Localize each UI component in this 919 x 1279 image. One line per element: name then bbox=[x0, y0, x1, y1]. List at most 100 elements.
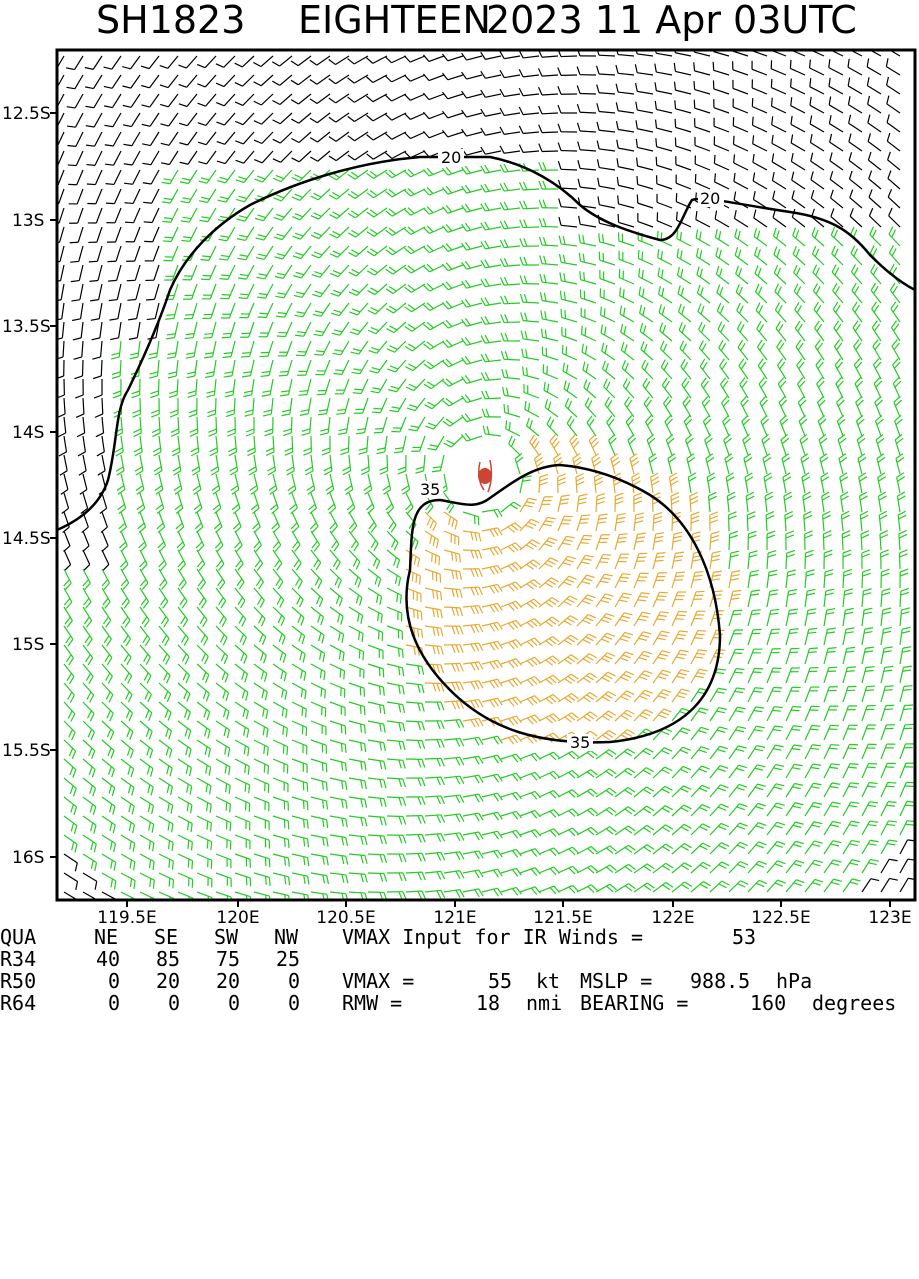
wind-barb bbox=[862, 859, 879, 873]
wind-barb bbox=[368, 797, 386, 807]
wind-barb bbox=[740, 378, 748, 398]
wind-barb bbox=[329, 94, 349, 103]
wind-barb bbox=[102, 588, 110, 608]
wind-barb bbox=[218, 189, 235, 202]
wind-barb bbox=[112, 360, 121, 378]
wind-barb bbox=[398, 455, 406, 474]
wind-barb bbox=[292, 873, 309, 885]
wind-barb bbox=[312, 284, 330, 297]
wind-barb bbox=[809, 41, 824, 56]
wind-barb bbox=[867, 40, 881, 56]
wind-barb bbox=[714, 118, 729, 132]
wind-barb bbox=[64, 607, 72, 627]
wind-barb bbox=[374, 417, 387, 433]
wind-barb bbox=[83, 835, 96, 852]
wind-barb bbox=[559, 236, 577, 246]
wind-barb bbox=[133, 417, 141, 437]
wind-barb bbox=[121, 664, 132, 684]
wind-barb bbox=[900, 569, 908, 588]
wind-barb bbox=[141, 75, 159, 88]
wind-barb bbox=[292, 550, 301, 570]
wind-barb bbox=[235, 550, 243, 570]
wind-barb bbox=[102, 835, 115, 852]
wind-barb bbox=[832, 246, 843, 265]
wind-barb bbox=[235, 113, 254, 125]
wind-barb bbox=[754, 228, 767, 246]
wind-barb bbox=[597, 159, 615, 170]
wind-barb bbox=[482, 641, 502, 650]
wind-barb bbox=[520, 619, 541, 628]
wind-barb bbox=[691, 611, 705, 626]
wind-barb bbox=[558, 674, 578, 683]
wind-barb bbox=[461, 414, 482, 422]
wind-barb bbox=[178, 854, 193, 869]
wind-barb bbox=[562, 345, 577, 360]
wind-barb bbox=[759, 378, 767, 398]
wind-barb bbox=[900, 588, 909, 607]
wind-barb bbox=[330, 569, 341, 588]
wind-barb bbox=[672, 882, 692, 892]
wind-barb bbox=[444, 738, 464, 746]
wind-barb bbox=[737, 321, 748, 341]
wind-barb bbox=[296, 341, 311, 356]
rmw-value: 18 bbox=[476, 992, 500, 1014]
wind-barb bbox=[854, 358, 862, 379]
wind-barb bbox=[833, 302, 843, 322]
wind-barb bbox=[425, 853, 445, 861]
wind-barb bbox=[618, 214, 634, 227]
wind-barb bbox=[387, 683, 404, 694]
wind-barb bbox=[862, 608, 872, 626]
wind-barb bbox=[406, 797, 425, 805]
cell-value: 85 bbox=[156, 948, 180, 970]
wind-barb bbox=[221, 303, 235, 318]
wind-barb bbox=[520, 276, 539, 284]
wind-barb bbox=[503, 387, 520, 398]
wind-barb bbox=[714, 136, 729, 151]
wind-barb bbox=[330, 721, 346, 734]
wind-barb bbox=[335, 379, 349, 394]
wind-barb bbox=[539, 810, 560, 818]
wind-barb bbox=[387, 645, 403, 658]
wind-barb bbox=[83, 683, 94, 703]
wind-barb bbox=[862, 725, 876, 740]
wind-barb bbox=[330, 626, 344, 643]
wind-barb bbox=[463, 569, 482, 577]
wind-barb bbox=[425, 815, 445, 823]
wind-barb bbox=[672, 572, 685, 588]
wind-barb bbox=[700, 359, 710, 379]
wind-barb bbox=[216, 588, 226, 608]
wind-barb bbox=[216, 740, 230, 757]
wind-barb bbox=[253, 56, 273, 67]
wind-barb bbox=[333, 360, 349, 374]
wind-barb bbox=[843, 550, 851, 569]
wind-barb bbox=[210, 436, 218, 456]
wind-barb bbox=[891, 302, 900, 322]
wind-barb bbox=[798, 396, 806, 417]
wind-barb bbox=[368, 512, 376, 532]
wind-barb bbox=[558, 635, 578, 645]
wind-barb bbox=[85, 56, 102, 69]
wind-barb bbox=[254, 873, 270, 886]
wind-barb bbox=[330, 664, 344, 679]
wind-barb bbox=[520, 677, 541, 686]
wind-barb bbox=[849, 115, 862, 132]
wind-barb bbox=[193, 474, 201, 494]
wind-barb bbox=[197, 721, 210, 739]
wind-barb bbox=[179, 113, 197, 126]
wind-barb bbox=[85, 75, 102, 89]
wind-barb bbox=[265, 417, 273, 436]
wind-barb bbox=[715, 229, 729, 246]
wind-barb bbox=[387, 854, 406, 862]
wind-barb bbox=[121, 645, 131, 665]
wind-barb bbox=[95, 398, 103, 417]
wind-barb bbox=[737, 303, 748, 322]
lon-label: 121.5E bbox=[533, 908, 592, 926]
wind-barb bbox=[729, 590, 741, 607]
wind-barb bbox=[273, 626, 285, 644]
wind-barb bbox=[748, 629, 762, 645]
wind-barb bbox=[444, 588, 462, 598]
wind-barb bbox=[519, 50, 539, 58]
wind-barb bbox=[119, 512, 127, 533]
lat-label: 14.5S bbox=[2, 529, 51, 549]
wind-barb bbox=[710, 804, 729, 816]
